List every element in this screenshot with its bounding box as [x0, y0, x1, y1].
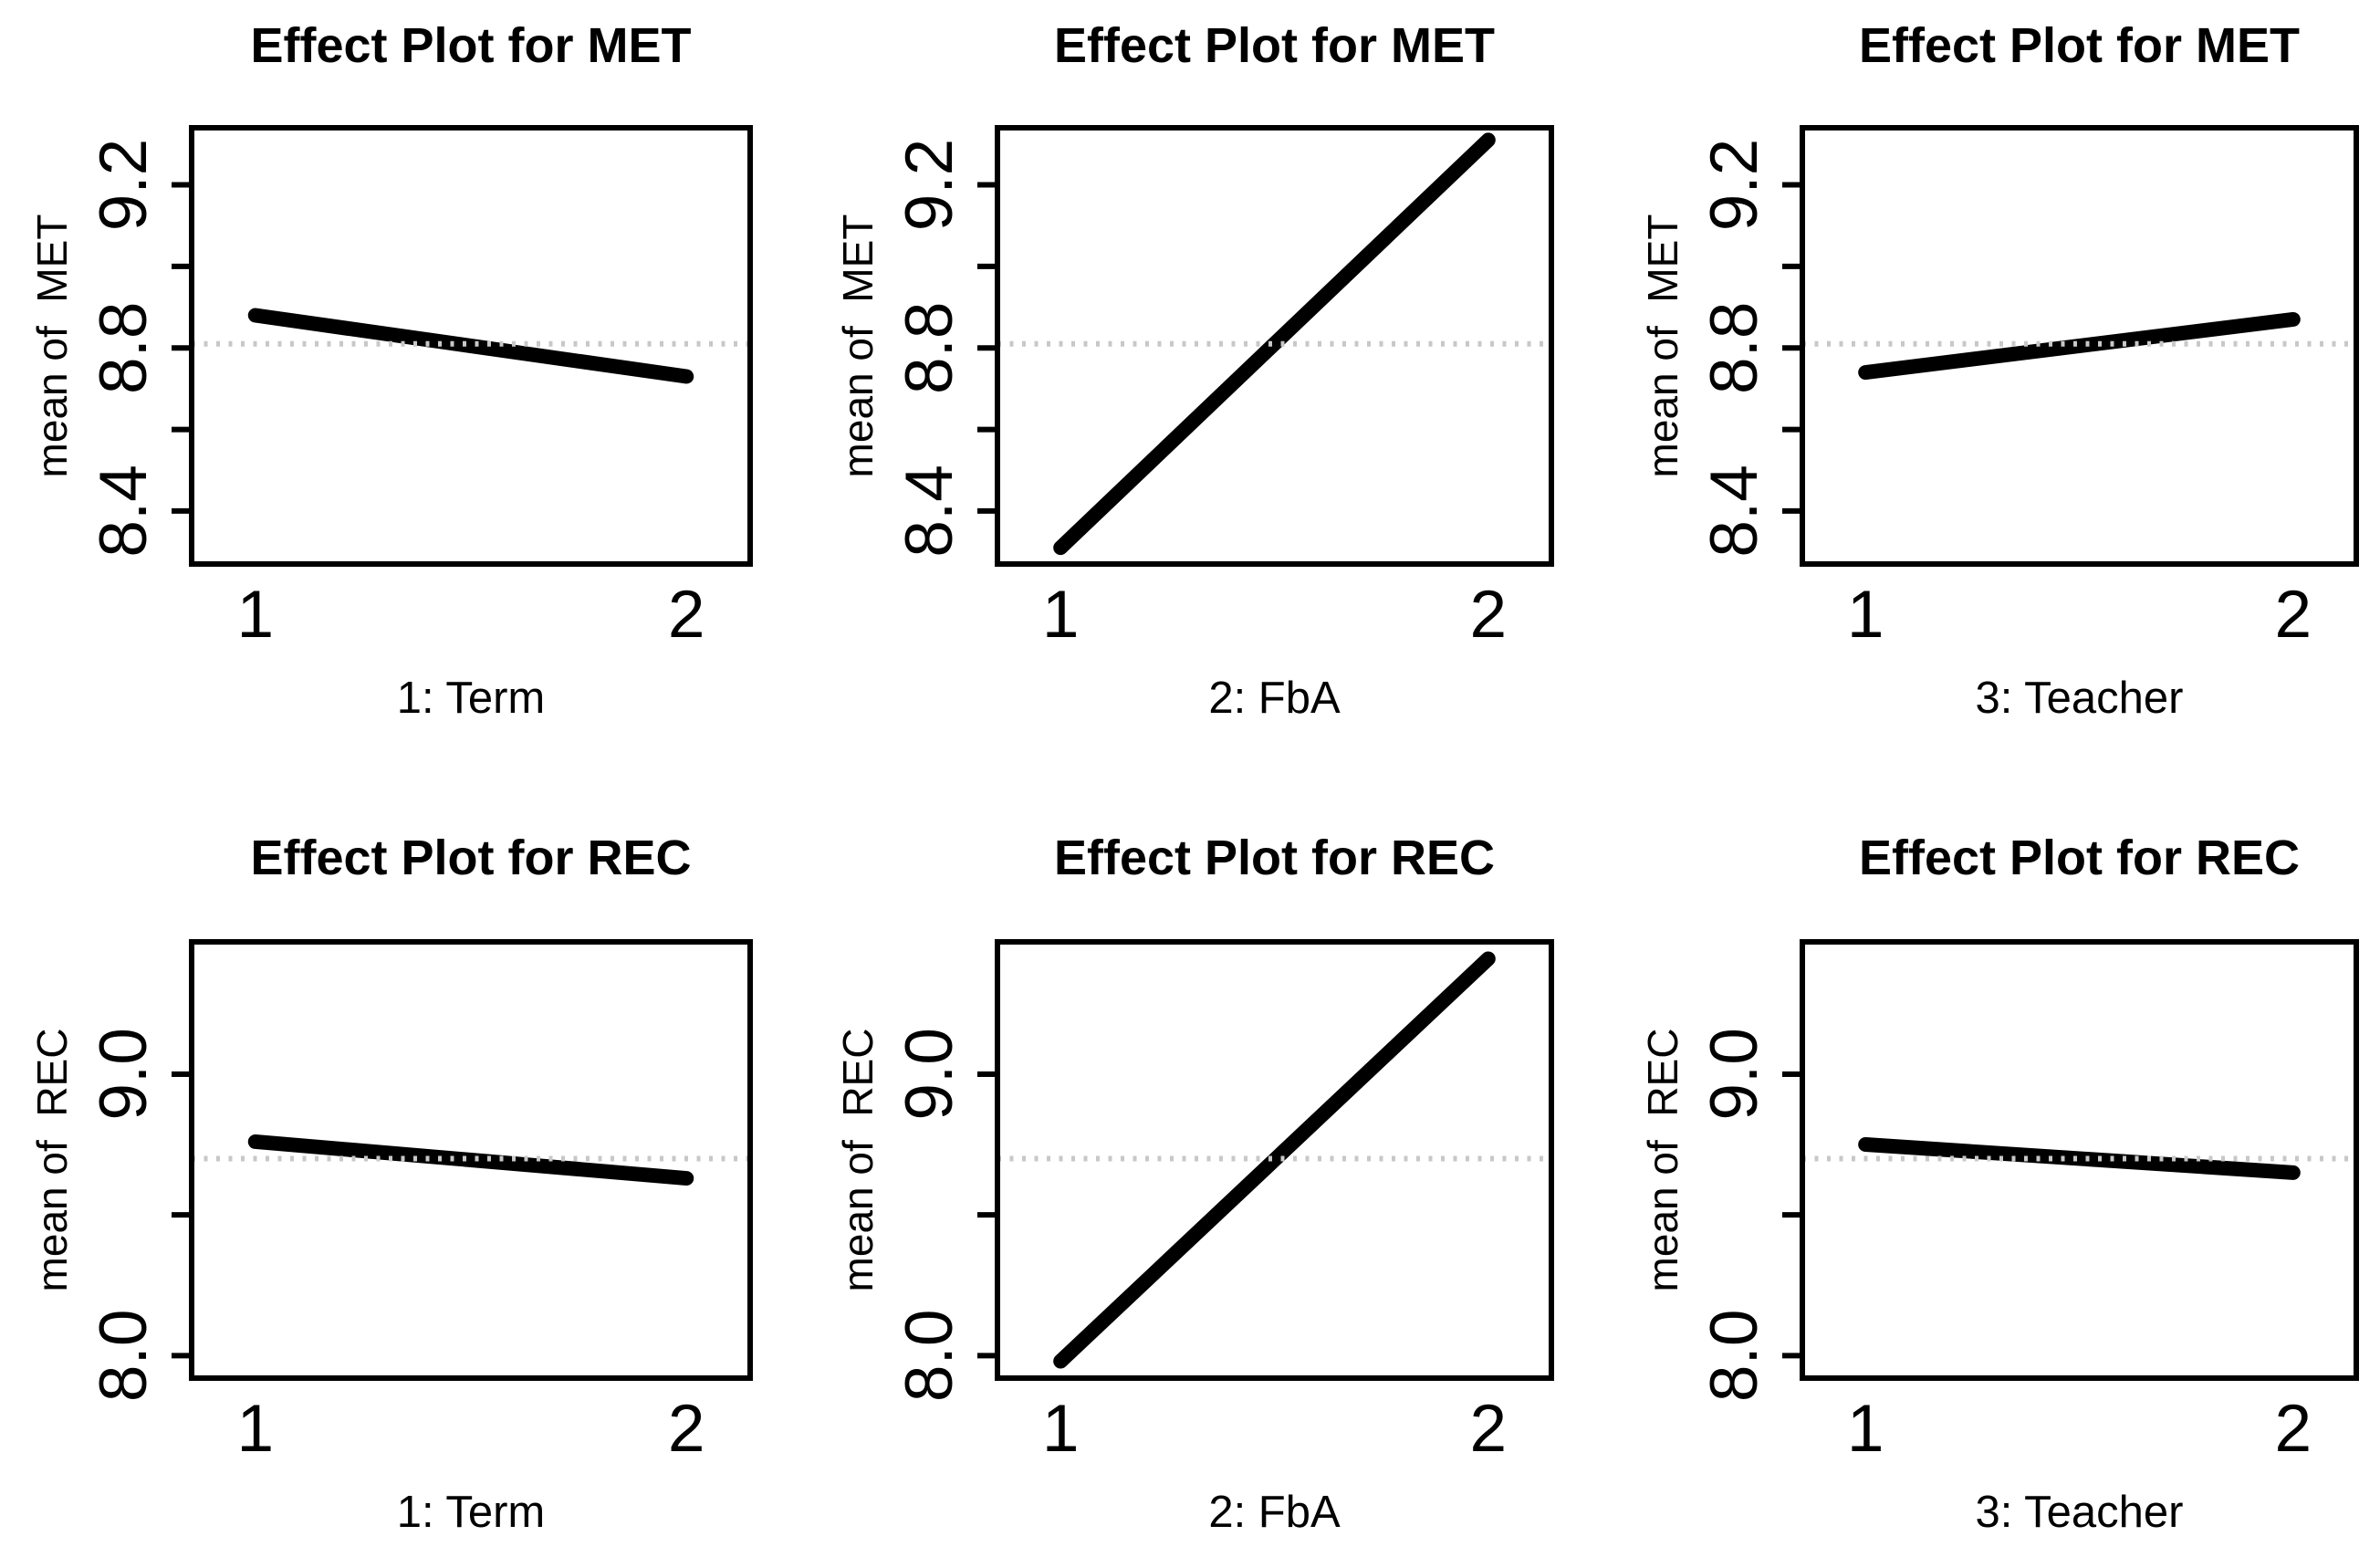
y-axis-label-met-3: mean of MET [1639, 214, 1686, 478]
x-tick-label: 2 [1469, 578, 1507, 652]
y-axis-label-met-2: mean of MET [834, 214, 882, 478]
x-tick-label: 1 [236, 1392, 274, 1466]
x-tick-label: 2 [2274, 578, 2312, 652]
x-tick-label: 1 [1042, 578, 1080, 652]
effect-line [1053, 951, 1496, 1369]
y-tick-label: 8.0 [892, 1310, 966, 1402]
y-tick-label: 9.2 [892, 139, 966, 231]
plot-title-rec-fba: Effect Plot for REC [1053, 831, 1496, 885]
y-tick-label: 9.0 [87, 1028, 161, 1120]
y-tick-label: 9.2 [1697, 139, 1771, 231]
x-axis-caption-term-met: 1: Term [396, 674, 546, 723]
plot-box [995, 939, 1554, 1381]
y-tick-label: 8.4 [1697, 465, 1771, 557]
y-tick-label: 8.8 [892, 301, 966, 393]
plot-title-rec-term: Effect Plot for REC [250, 831, 692, 885]
plot-box [189, 939, 753, 1381]
effect-line [1858, 311, 2301, 381]
y-tick-label: 8.8 [87, 301, 161, 393]
plot-title-rec-teacher: Effect Plot for REC [1858, 831, 2301, 885]
y-axis-label-met-1: mean of MET [28, 214, 76, 478]
y-tick-label: 9.2 [87, 139, 161, 231]
effect-line [1053, 132, 1496, 556]
x-axis-caption-fba-met: 2: FbA [1208, 674, 1341, 723]
x-tick-label: 2 [1469, 1392, 1507, 1466]
plot-title-met-teacher: Effect Plot for MET [1859, 18, 2300, 73]
x-axis-caption-term-rec: 1: Term [396, 1488, 546, 1537]
plot-box [189, 125, 753, 567]
y-tick-label: 9.0 [892, 1028, 966, 1120]
y-axis-label-rec-2: mean of REC [834, 1028, 882, 1292]
x-tick-label: 2 [668, 1392, 705, 1466]
x-tick-label: 1 [236, 578, 274, 652]
x-axis-caption-fba-rec: 2: FbA [1208, 1488, 1341, 1537]
effect-line [247, 1134, 694, 1186]
x-tick-label: 2 [2274, 1392, 2312, 1466]
x-tick-label: 2 [668, 578, 705, 652]
y-tick-label: 8.0 [1697, 1310, 1771, 1402]
x-tick-label: 1 [1042, 1392, 1080, 1466]
y-axis-label-rec-1: mean of REC [28, 1028, 76, 1292]
x-tick-label: 1 [1847, 578, 1884, 652]
x-axis-caption-teacher-rec: 3: Teacher [1975, 1488, 2184, 1537]
plot-title-met-term: Effect Plot for MET [250, 18, 692, 73]
y-tick-label: 8.8 [1697, 301, 1771, 393]
x-axis-caption-teacher-met: 3: Teacher [1975, 674, 2184, 723]
plot-box [1800, 939, 2359, 1381]
y-tick-label: 8.4 [87, 465, 161, 557]
effect-line [247, 308, 694, 384]
y-axis-label-rec-3: mean of REC [1639, 1028, 1686, 1292]
plot-box [1800, 125, 2359, 567]
plot-box [995, 125, 1554, 567]
y-tick-label: 8.4 [892, 465, 966, 557]
effect-line [1858, 1137, 2301, 1180]
y-tick-label: 8.0 [87, 1310, 161, 1402]
x-tick-label: 1 [1847, 1392, 1884, 1466]
plot-title-met-fba: Effect Plot for MET [1054, 18, 1495, 73]
y-tick-label: 9.0 [1697, 1028, 1771, 1120]
